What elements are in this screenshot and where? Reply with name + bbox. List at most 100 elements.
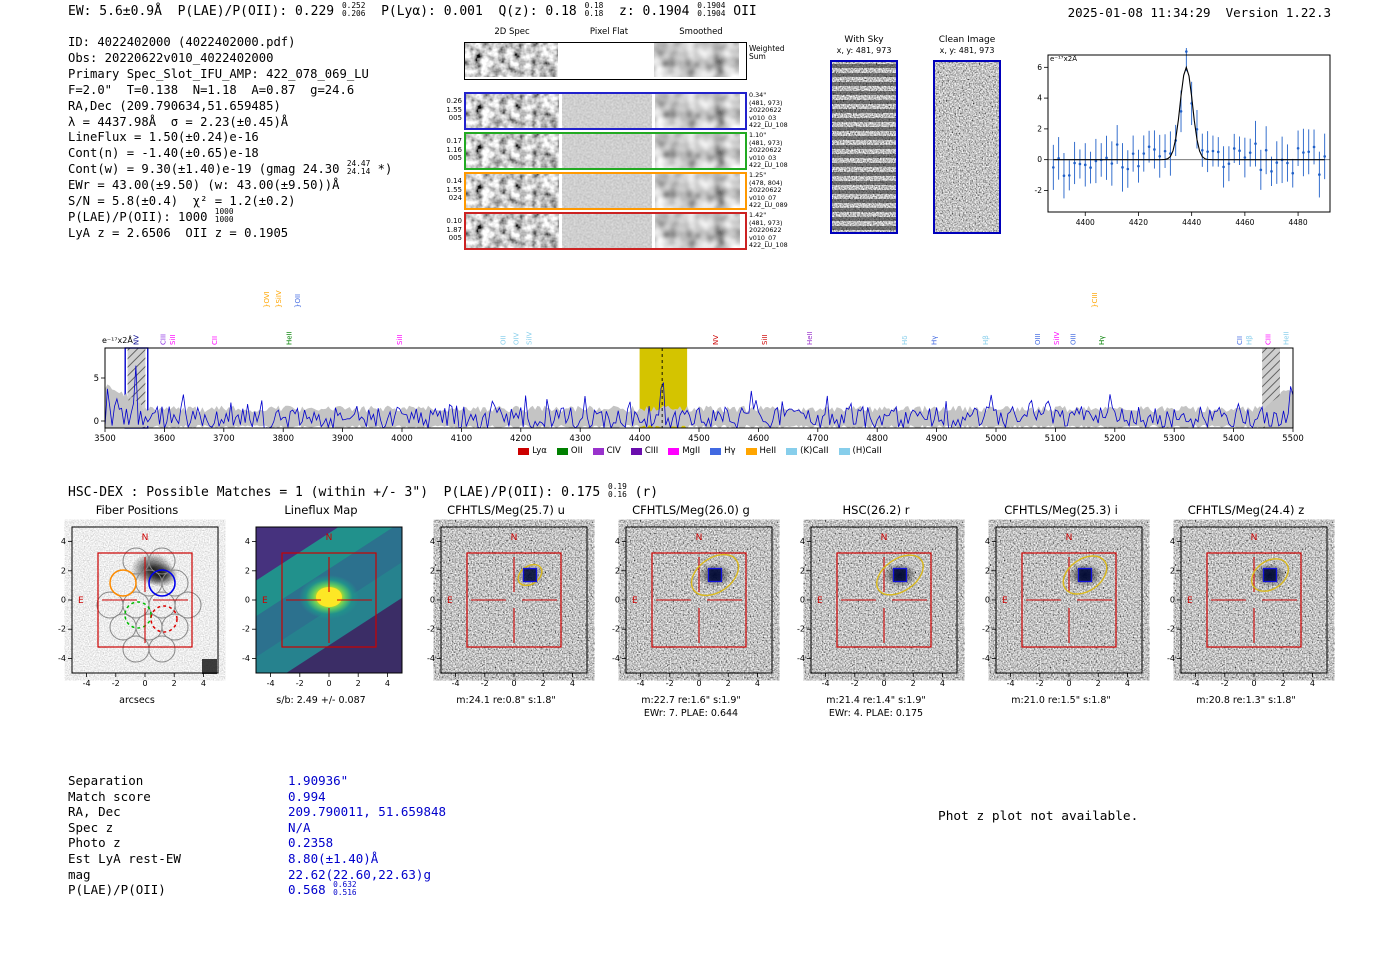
x-tick-label: 2 xyxy=(1096,679,1101,688)
cutout-title: CFHTLS/Meg(26.0) g xyxy=(632,503,750,517)
cutout-caption: arcsecs xyxy=(119,695,155,706)
emission-line-label: CII xyxy=(1236,336,1244,345)
text-run: z: 0.1904 xyxy=(603,4,698,19)
stacked-uncertainty: 0.18 0.18 xyxy=(584,0,604,18)
spec2d-weighted-row xyxy=(464,42,747,80)
legend-label: (H)CaII xyxy=(852,446,882,456)
y-tick-label: 0 xyxy=(985,596,990,605)
text-run: S/N = 5.8(±0.4) χ² = 1.2(±0.2) xyxy=(68,194,296,209)
info-line: F=2.0" T=0.138 N=1.18 A=0.87 g=24.6 xyxy=(68,83,392,99)
cutout-panel: Fiber Positions N E -4 -4 -2 -2 0 0 2 2 4 4 arcsecs xyxy=(42,503,232,718)
info-line: LineFlux = 1.50(±0.24)e-16 xyxy=(68,130,392,146)
info-line: S/N = 5.8(±0.4) χ² = 1.2(±0.2) xyxy=(68,194,392,210)
x-tick-label: 4420 xyxy=(1129,218,1148,227)
y-tick-label: 0 xyxy=(1037,155,1042,164)
spec2d-image xyxy=(562,134,652,168)
fiber-circle-red xyxy=(150,605,178,633)
legend-swatch xyxy=(786,447,798,455)
match-row: mag 22.62(22.60,22.63)g xyxy=(68,867,446,883)
match-aperture-square xyxy=(522,567,538,583)
secondary-source-circle xyxy=(1114,651,1136,673)
match-row: Photo z 0.2358 xyxy=(68,835,446,851)
legend-item: Lyα xyxy=(518,446,547,456)
emission-line-label: }CIII xyxy=(1091,292,1099,308)
y-tick-label: 4 xyxy=(245,537,250,546)
match-row: RA, Dec 209.790011, 51.659848 xyxy=(68,804,446,820)
legend-label: HeII xyxy=(759,446,777,456)
match-value: 1.90936" xyxy=(288,773,348,788)
y-tick-label: 6 xyxy=(1037,63,1042,72)
legend-swatch xyxy=(668,447,680,455)
x-tick-label: 5500 xyxy=(1282,434,1304,444)
match-label: Est LyA rest-EW xyxy=(68,850,181,866)
cutout-image: N E -4 -4 -2 -2 0 0 2 2 4 4 xyxy=(1167,526,1328,688)
spec2d-col-header: Smoothed xyxy=(679,27,723,37)
y-tick-label: -4 xyxy=(612,654,620,663)
y-tick-label: 4 xyxy=(1037,94,1042,103)
x-tick-label: -4 xyxy=(822,679,830,688)
text-run: 1.90936" xyxy=(288,773,349,788)
spec2d-image xyxy=(562,214,652,248)
summary-header: EW: 5.6±0.9Å P(LAE)/P(OII): 0.229 0.252 0… xyxy=(68,0,757,19)
spec2d-row xyxy=(464,132,747,170)
text-run: 209.790011, 51.659848 xyxy=(288,804,447,820)
info-line: RA,Dec (209.790634,51.659485) xyxy=(68,99,392,115)
with-sky-noise xyxy=(832,62,896,232)
x-tick-label: 0 xyxy=(1066,679,1071,688)
emission-line-label: CIII xyxy=(160,334,168,345)
x-tick-label: 3500 xyxy=(94,434,116,444)
spec2d-row-annotation: 0.34" (481, 973) 20220622 v010_03 422_LU_108 xyxy=(749,91,788,130)
spec2d-image xyxy=(466,134,559,168)
east-label: E xyxy=(632,596,638,606)
clean-image-coords: x, y: 481, 973 xyxy=(939,46,995,55)
y-tick-label: 5 xyxy=(94,374,99,384)
spec2d-image xyxy=(466,214,559,248)
legend-swatch xyxy=(592,447,604,455)
emission-line-label: OII xyxy=(500,335,508,345)
match-value: 0.568 0.632 0.516 xyxy=(288,880,357,897)
cutout-ewr-caption: EWr: 7. PLAE: 0.644 xyxy=(643,708,739,719)
cutout-caption: m:24.1 re:0.8" s:1.8" xyxy=(456,695,556,706)
spec2d-row-annotation: 1.42" (481, 973) 20220622 v010_07 422_LU_108 xyxy=(749,211,788,250)
spec2d-row-values: 0.14 1.55 024 xyxy=(446,177,462,203)
legend-item: OII xyxy=(556,446,583,456)
legend-label: OII xyxy=(570,446,583,456)
text-run: Obs: 20220622v010_4022402000 xyxy=(68,50,274,65)
x-tick-label: 4440 xyxy=(1182,218,1201,227)
x-tick-label: 4200 xyxy=(510,434,532,444)
match-row: Est LyA rest-EW 8.80(±1.40)Å xyxy=(68,851,446,867)
stacked-uncertainty: 0.1904 0.1904 xyxy=(697,0,726,18)
match-value: N/A xyxy=(288,820,311,835)
with-sky-coords: x, y: 481, 973 xyxy=(836,46,892,55)
secondary-source-circle xyxy=(559,651,581,673)
spec2d-weighted-label: Weighted Sum xyxy=(749,44,785,61)
spec2d-section: 2D Spec Pixel Flat Smoothed Weighted Sum 0.26… xyxy=(0,0,1400,300)
x-tick-label: 4100 xyxy=(451,434,473,444)
text-run: P(LAE)/P(OII): 1000 xyxy=(68,209,215,224)
cutout-caption: m:21.4 re:1.4" s:1.9" xyxy=(826,695,926,706)
text-run: N/A xyxy=(288,819,311,835)
match-label: Match score xyxy=(68,788,151,804)
east-label: E xyxy=(262,596,268,606)
text-run: RA,Dec (209.790634,51.659485) xyxy=(68,98,281,113)
inset-ylabel: e⁻¹⁷x2Å xyxy=(1050,54,1077,63)
cutout-title: CFHTLS/Meg(24.4) z xyxy=(1187,503,1305,517)
text-run: λ = 4437.98Å σ = 2.23(±0.45)Å xyxy=(68,114,289,129)
cutout-panels-row: Fiber Positions N E -4 -4 -2 -2 0 0 2 2 4 4 arcsecs Li… xyxy=(0,503,1400,723)
match-value: 209.790011, 51.659848 xyxy=(288,804,446,819)
cutout-title: CFHTLS/Meg(25.7) u xyxy=(447,503,565,517)
cutout-caption: m:22.7 re:1.6" s:1.9" xyxy=(641,695,741,706)
y-tick-label: -2 xyxy=(58,625,66,634)
text-run: LineFlux = 1.50(±0.24)e-16 xyxy=(68,130,259,145)
with-sky-title: With Sky xyxy=(844,35,884,45)
cutout-image: N E -4 -4 -2 -2 0 0 2 2 4 4 xyxy=(612,526,773,688)
emission-line-label: }OII xyxy=(294,294,302,308)
x-tick-label: 4400 xyxy=(629,434,651,444)
x-tick-label: 0 xyxy=(511,679,516,688)
match-value: 8.80(±1.40)Å xyxy=(288,851,378,866)
x-tick-label: 0 xyxy=(142,679,147,688)
emission-line-label: }SiIV xyxy=(275,290,283,308)
photz-note: Phot z plot not available. xyxy=(938,809,1139,824)
x-tick-label: 0 xyxy=(881,679,886,688)
y-tick-label: 0 xyxy=(800,596,805,605)
